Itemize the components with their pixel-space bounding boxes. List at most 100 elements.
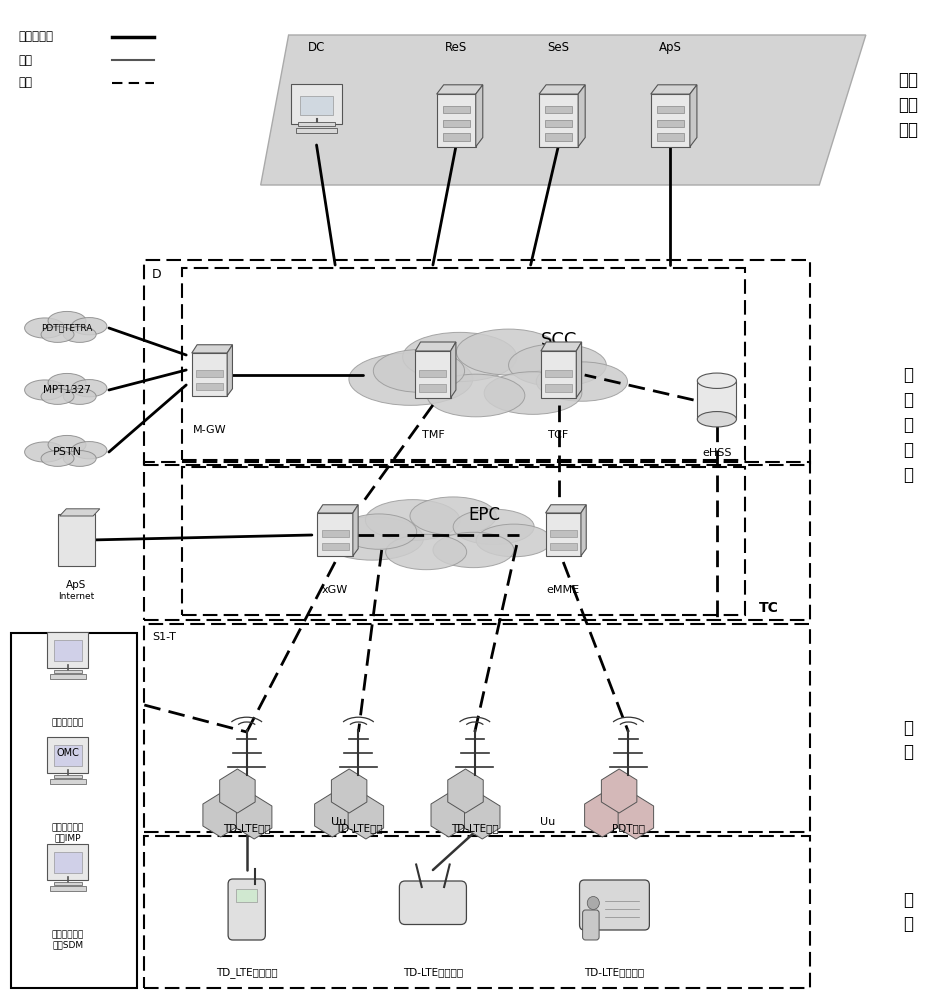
FancyBboxPatch shape [196, 370, 223, 377]
Ellipse shape [385, 534, 466, 570]
FancyBboxPatch shape [54, 774, 82, 778]
Bar [144, 462, 810, 620]
Polygon shape [651, 85, 697, 94]
Ellipse shape [63, 327, 96, 342]
Ellipse shape [48, 435, 86, 454]
Ellipse shape [24, 380, 65, 400]
Text: eHSS: eHSS [702, 448, 732, 458]
FancyBboxPatch shape [54, 640, 82, 661]
Ellipse shape [24, 442, 65, 462]
Polygon shape [578, 85, 586, 147]
Polygon shape [448, 769, 483, 813]
FancyBboxPatch shape [47, 844, 88, 880]
FancyBboxPatch shape [399, 881, 466, 924]
Ellipse shape [697, 412, 736, 427]
Polygon shape [541, 342, 582, 351]
Bar [11, 633, 137, 988]
FancyBboxPatch shape [442, 120, 470, 127]
Text: ReS: ReS [445, 41, 467, 54]
Ellipse shape [536, 362, 627, 401]
Polygon shape [353, 505, 358, 556]
Text: TC: TC [759, 601, 778, 615]
Bar [144, 836, 810, 988]
Ellipse shape [63, 389, 96, 404]
Ellipse shape [72, 318, 107, 335]
Text: Internet: Internet [59, 592, 94, 601]
Polygon shape [415, 342, 456, 351]
Text: DC: DC [308, 41, 325, 54]
Polygon shape [220, 769, 255, 813]
Polygon shape [451, 342, 456, 398]
FancyBboxPatch shape [291, 84, 342, 124]
Text: 终
端: 终 端 [903, 890, 912, 934]
Text: 信令和媒体: 信令和媒体 [19, 30, 54, 43]
Polygon shape [236, 795, 272, 839]
FancyBboxPatch shape [54, 745, 82, 766]
Text: OMC: OMC [57, 748, 79, 758]
FancyBboxPatch shape [550, 543, 576, 550]
Text: TD-LTE数据终端: TD-LTE数据终端 [403, 967, 463, 977]
Ellipse shape [476, 524, 552, 557]
FancyBboxPatch shape [58, 514, 95, 566]
FancyBboxPatch shape [300, 96, 333, 115]
Text: 操作维护中心: 操作维护中心 [52, 718, 84, 727]
Text: PDT基站: PDT基站 [612, 823, 645, 833]
Polygon shape [203, 793, 238, 837]
FancyBboxPatch shape [545, 120, 573, 127]
Text: 集
群
核
心
网: 集 群 核 心 网 [903, 366, 912, 484]
Text: SCC: SCC [540, 331, 577, 349]
Polygon shape [261, 35, 866, 185]
Ellipse shape [453, 509, 534, 545]
Ellipse shape [427, 374, 525, 417]
Text: TMF: TMF [422, 430, 444, 440]
Text: 基
站: 基 站 [903, 718, 912, 762]
FancyBboxPatch shape [420, 370, 446, 377]
Polygon shape [315, 793, 350, 837]
Polygon shape [581, 505, 587, 556]
Polygon shape [465, 795, 500, 839]
Polygon shape [476, 85, 483, 147]
Ellipse shape [373, 350, 465, 392]
FancyBboxPatch shape [236, 889, 257, 902]
FancyBboxPatch shape [298, 122, 335, 126]
Polygon shape [227, 345, 233, 396]
FancyBboxPatch shape [442, 106, 470, 113]
FancyBboxPatch shape [415, 351, 451, 398]
Polygon shape [437, 85, 483, 94]
Text: 综合监管调度
平台IMP: 综合监管调度 平台IMP [52, 823, 84, 842]
Text: eMME: eMME [546, 585, 580, 595]
FancyBboxPatch shape [317, 513, 353, 556]
FancyBboxPatch shape [322, 543, 348, 550]
Ellipse shape [365, 500, 460, 540]
FancyBboxPatch shape [545, 133, 573, 141]
FancyBboxPatch shape [47, 737, 88, 773]
FancyBboxPatch shape [50, 886, 86, 891]
Ellipse shape [456, 329, 560, 375]
Polygon shape [192, 345, 233, 353]
Ellipse shape [697, 373, 736, 388]
FancyBboxPatch shape [192, 353, 227, 396]
Text: 媒体: 媒体 [19, 53, 33, 66]
Polygon shape [539, 85, 586, 94]
Text: TD-LTE基站: TD-LTE基站 [451, 823, 499, 833]
Text: TCF: TCF [548, 430, 569, 440]
Polygon shape [317, 505, 358, 513]
FancyBboxPatch shape [583, 910, 600, 940]
Ellipse shape [48, 373, 86, 392]
Text: 调度
应用
平台: 调度 应用 平台 [897, 71, 918, 139]
Polygon shape [60, 509, 100, 516]
Ellipse shape [63, 451, 96, 466]
FancyBboxPatch shape [47, 632, 88, 668]
Polygon shape [585, 793, 620, 837]
FancyBboxPatch shape [539, 94, 578, 147]
FancyBboxPatch shape [546, 384, 572, 392]
Text: TD_LTE集群终端: TD_LTE集群终端 [216, 967, 277, 978]
FancyBboxPatch shape [50, 674, 86, 678]
FancyBboxPatch shape [437, 94, 476, 147]
Text: 签约数据管理
中心SDM: 签约数据管理 中心SDM [52, 930, 84, 949]
Text: TD-LTE基站: TD-LTE基站 [334, 823, 383, 833]
Text: TD-LTE基站: TD-LTE基站 [223, 823, 271, 833]
Polygon shape [690, 85, 697, 147]
FancyBboxPatch shape [550, 530, 576, 537]
FancyBboxPatch shape [228, 879, 265, 940]
